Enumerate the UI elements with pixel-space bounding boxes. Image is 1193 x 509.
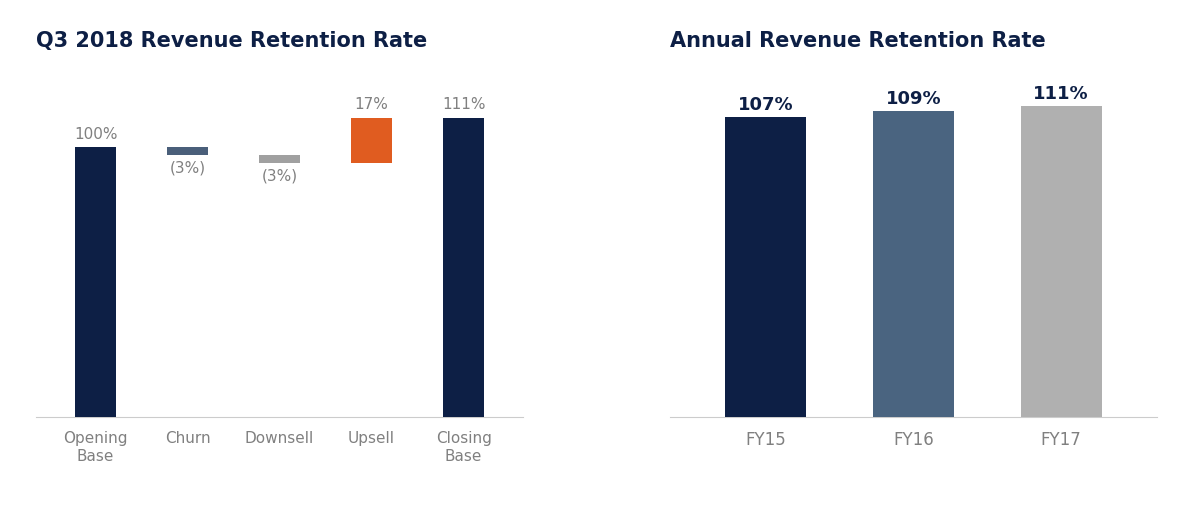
Text: 109%: 109% (885, 90, 941, 108)
Text: Q3 2018 Revenue Retention Rate: Q3 2018 Revenue Retention Rate (36, 31, 427, 51)
Text: 107%: 107% (737, 96, 793, 114)
Text: 17%: 17% (354, 97, 389, 112)
Bar (873, 111, 954, 417)
Bar (167, 147, 209, 155)
Text: 100%: 100% (74, 127, 117, 142)
Bar (75, 147, 116, 417)
Bar (259, 155, 301, 163)
Text: 111%: 111% (441, 97, 486, 112)
Text: (3%): (3%) (261, 169, 297, 184)
Bar (351, 118, 392, 163)
Text: Annual Revenue Retention Rate: Annual Revenue Retention Rate (669, 31, 1045, 51)
Text: (3%): (3%) (169, 161, 205, 176)
Bar (725, 117, 806, 417)
Bar (443, 118, 484, 417)
Bar (1020, 105, 1102, 417)
Text: 111%: 111% (1033, 84, 1089, 103)
